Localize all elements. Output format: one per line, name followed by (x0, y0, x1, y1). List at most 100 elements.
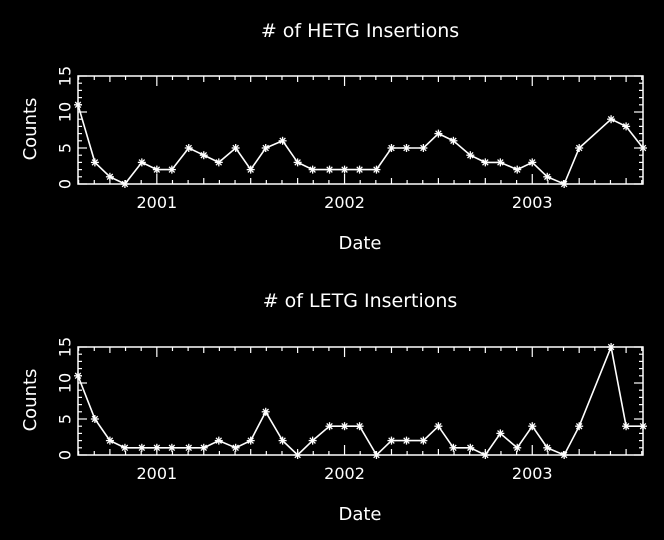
hetg-data-point (74, 100, 82, 109)
hetg-xtick-label: 2002 (324, 193, 365, 212)
letg-data-point (355, 422, 364, 431)
letg-data-point (372, 451, 381, 459)
hetg-panel: # of HETG Insertions Counts Date 0 5 10 15 2… (20, 20, 647, 254)
hetg-data-point (575, 144, 584, 152)
letg-series (74, 343, 647, 459)
hetg-data-point (543, 172, 552, 181)
hetg-series-line (77, 104, 644, 186)
hetg-ytick-label: 0 (56, 179, 75, 189)
letg-panel: # of LETG Insertions Counts Date 0 5 10 15 2… (20, 290, 647, 525)
hetg-xtick-label: 2003 (512, 193, 553, 212)
letg-data-point (639, 422, 647, 431)
letg-xtick-label: 2001 (136, 464, 177, 483)
hetg-xlabel: Date (338, 233, 381, 254)
hetg-data-point (449, 136, 458, 145)
letg-data-point (105, 436, 114, 445)
letg-data-point (261, 407, 270, 416)
letg-data-point (137, 443, 146, 452)
hetg-data-point (513, 165, 522, 174)
letg-data-point (246, 436, 255, 445)
letg-data-point (466, 443, 475, 452)
hetg-data-point (560, 180, 569, 188)
letg-xlabel: Date (338, 504, 381, 525)
hetg-ytick-label: 5 (56, 143, 75, 153)
letg-data-point (496, 429, 505, 438)
letg-data-point (214, 436, 223, 445)
letg-xtick-label: 2002 (324, 464, 365, 483)
hetg-data-point (419, 144, 428, 152)
letg-data-point (308, 436, 317, 445)
hetg-data-point (481, 158, 490, 167)
letg-tick-labels: 0 5 10 15 2001 2002 2003 (56, 337, 553, 483)
hetg-data-point (387, 144, 396, 152)
letg-data-point (481, 451, 490, 459)
letg-ytick-label: 0 (56, 450, 75, 460)
letg-data-point (199, 443, 208, 452)
hetg-ytick-label: 15 (56, 66, 75, 86)
hetg-data-point (105, 172, 114, 181)
hetg-data-point (293, 158, 302, 167)
hetg-data-point (496, 158, 505, 167)
letg-xtick-label: 2003 (512, 464, 553, 483)
hetg-data-point (137, 158, 146, 167)
hetg-data-point (528, 158, 537, 167)
letg-data-point (340, 422, 349, 431)
hetg-data-point (214, 158, 223, 167)
letg-data-point (607, 343, 616, 351)
hetg-data-point (466, 151, 475, 160)
hetg-data-point (434, 129, 443, 138)
hetg-title: # of HETG Insertions (261, 20, 459, 42)
hetg-data-point (278, 136, 287, 145)
hetg-data-point (622, 122, 631, 131)
hetg-series (74, 100, 647, 188)
hetg-ytick-label: 10 (56, 102, 75, 122)
hetg-data-point (90, 158, 99, 167)
hetg-data-point (372, 165, 381, 174)
hetg-data-point (231, 144, 240, 152)
letg-data-point (167, 443, 176, 452)
letg-ytick-label: 10 (56, 373, 75, 393)
hetg-data-point (152, 165, 161, 174)
letg-plot-frame (77, 346, 644, 456)
hetg-data-point (340, 165, 349, 174)
letg-data-point (434, 422, 443, 431)
letg-ylabel: Counts (20, 369, 41, 432)
hetg-xtick-label: 2001 (136, 193, 177, 212)
hetg-data-point (120, 180, 129, 188)
letg-data-point (528, 422, 537, 431)
letg-data-point (560, 451, 569, 459)
letg-ytick-label: 5 (56, 414, 75, 424)
hetg-data-point (325, 165, 334, 174)
letg-data-point (513, 443, 522, 452)
letg-data-point (325, 422, 334, 431)
hetg-data-point (607, 115, 616, 124)
hetg-data-point (261, 144, 270, 152)
hetg-data-point (167, 165, 176, 174)
letg-title: # of LETG Insertions (263, 290, 458, 312)
hetg-ylabel: Counts (20, 98, 41, 161)
letg-data-point (419, 436, 428, 445)
letg-data-point (575, 422, 584, 431)
letg-data-point (449, 443, 458, 452)
letg-data-point (90, 415, 99, 423)
letg-data-point (278, 436, 287, 445)
letg-data-point (622, 422, 631, 431)
hetg-data-point (355, 165, 364, 174)
hetg-data-point (246, 165, 255, 174)
letg-data-point (387, 436, 396, 445)
letg-ytick-label: 15 (56, 337, 75, 357)
letg-series-line (77, 344, 643, 457)
letg-data-point (543, 443, 552, 452)
hetg-ticks (78, 75, 643, 185)
hetg-tick-labels: 0 5 10 15 2001 2002 2003 (56, 66, 553, 212)
letg-ticks (78, 346, 643, 456)
letg-data-point (184, 443, 193, 452)
hetg-data-point (308, 165, 317, 174)
letg-data-point (231, 443, 240, 452)
hetg-data-point (199, 151, 208, 160)
letg-data-point (120, 443, 129, 452)
letg-data-point (74, 371, 82, 380)
letg-data-point (402, 436, 411, 445)
hetg-data-point (402, 144, 411, 152)
